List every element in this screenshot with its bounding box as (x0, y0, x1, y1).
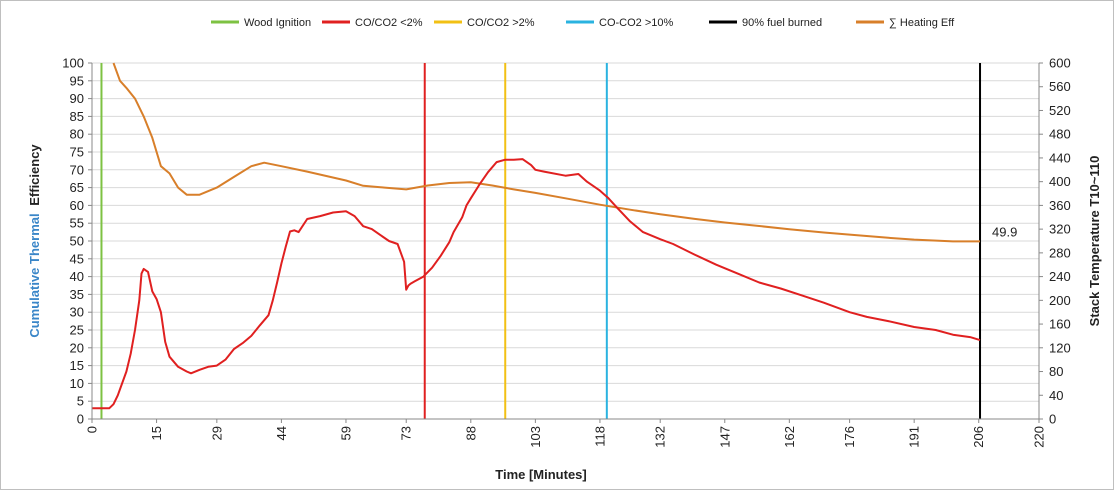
legend-label: CO/CO2 >2% (467, 17, 535, 29)
legend-label: CO/CO2 <2% (355, 17, 423, 29)
y-left-tick-label: 50 (70, 234, 84, 249)
x-tick-label: 162 (782, 426, 797, 448)
data-label: 49.9 (992, 224, 1017, 239)
y-left-tick-label: 0 (77, 412, 84, 427)
x-tick-label: 191 (907, 426, 922, 448)
x-tick-label: 73 (399, 426, 414, 440)
y-right-tick-label: 360 (1049, 198, 1071, 213)
y-left-tick-label: 95 (70, 73, 84, 88)
y-right-tick-label: 240 (1049, 269, 1071, 284)
y-right-tick-label: 40 (1049, 388, 1063, 403)
y-left-tick-label: 55 (70, 216, 84, 231)
x-tick-label: 220 (1032, 426, 1047, 448)
y-left-tick-label: 10 (70, 376, 84, 391)
tick-labels: 0 5 10 15 20 25 30 35 40 45 50 55 60 65 70 75 80 85 90 95 10… (62, 56, 1070, 448)
y-right-tick-label: 280 (1049, 245, 1071, 260)
y-right-tick-label: 0 (1049, 412, 1056, 427)
y-right-tick-label: 480 (1049, 127, 1071, 142)
y-right-tick-label: 160 (1049, 317, 1071, 332)
x-tick-label: 44 (274, 426, 289, 440)
x-tick-label: 176 (842, 426, 857, 448)
x-tick-label: 59 (338, 426, 353, 440)
y-left-tick-label: 90 (70, 91, 84, 106)
legend: Wood Ignition CO/CO2 <2% CO/CO2 >2% CO-CO2 … (211, 17, 955, 29)
y-right-tick-label: 600 (1049, 56, 1071, 71)
y-right-tick-label: 560 (1049, 79, 1071, 94)
y-left-axis-title-part1: Cumulative Thermal (27, 213, 42, 337)
x-tick-label: 15 (149, 426, 164, 440)
y-left-axis-title-part2: Efficiency (27, 144, 42, 206)
y-left-tick-label: 45 (70, 251, 84, 266)
y-left-tick-label: 70 (70, 162, 84, 177)
y-left-tick-label: 85 (70, 109, 84, 124)
y-right-axis-title: Stack Temperature T10~110 (1087, 156, 1102, 327)
y-left-tick-label: 20 (70, 340, 84, 355)
y-left-tick-label: 60 (70, 198, 84, 213)
y-left-tick-label: 25 (70, 323, 84, 338)
series-lines (92, 62, 981, 410)
x-tick-label: 29 (209, 426, 224, 440)
y-right-tick-label: 320 (1049, 222, 1071, 237)
y-left-tick-label: 15 (70, 358, 84, 373)
y-left-tick-label: 65 (70, 180, 84, 195)
legend-label: CO-CO2 >10% (599, 17, 673, 29)
y-left-axis-title: Cumulative Thermal Efficiency (27, 144, 42, 338)
y-right-tick-label: 120 (1049, 340, 1071, 355)
legend-label: 90% fuel burned (742, 17, 822, 29)
y-left-tick-label: 80 (70, 127, 84, 142)
x-tick-label: 132 (653, 426, 668, 448)
y-right-tick-label: 200 (1049, 293, 1071, 308)
series-line-1 (92, 158, 981, 410)
annotations: 49.9 (992, 224, 1017, 239)
legend-label: ∑ Heating Eff (889, 17, 955, 29)
x-tick-label: 118 (592, 426, 607, 447)
y-left-tick-label: 5 (77, 394, 84, 409)
marker-lines (100, 63, 982, 419)
y-right-tick-label: 440 (1049, 150, 1071, 165)
x-tick-label: 103 (528, 426, 543, 448)
y-left-tick-label: 75 (70, 145, 84, 160)
gridlines (92, 62, 1039, 420)
x-tick-label: 0 (85, 426, 100, 433)
y-left-tick-label: 35 (70, 287, 84, 302)
y-left-tick-label: 30 (70, 305, 84, 320)
axes (88, 62, 1043, 423)
x-tick-label: 206 (971, 426, 986, 448)
y-right-tick-label: 400 (1049, 174, 1071, 189)
x-tick-label: 147 (717, 426, 732, 448)
y-left-tick-label: 40 (70, 269, 84, 284)
series-line-0 (112, 62, 980, 243)
y-right-tick-label: 520 (1049, 103, 1071, 118)
legend-label: Wood Ignition (244, 17, 311, 29)
x-tick-label: 88 (463, 426, 478, 440)
y-right-tick-label: 80 (1049, 364, 1063, 379)
x-axis-title: Time [Minutes] (495, 467, 587, 482)
y-left-tick-label: 100 (62, 56, 84, 71)
